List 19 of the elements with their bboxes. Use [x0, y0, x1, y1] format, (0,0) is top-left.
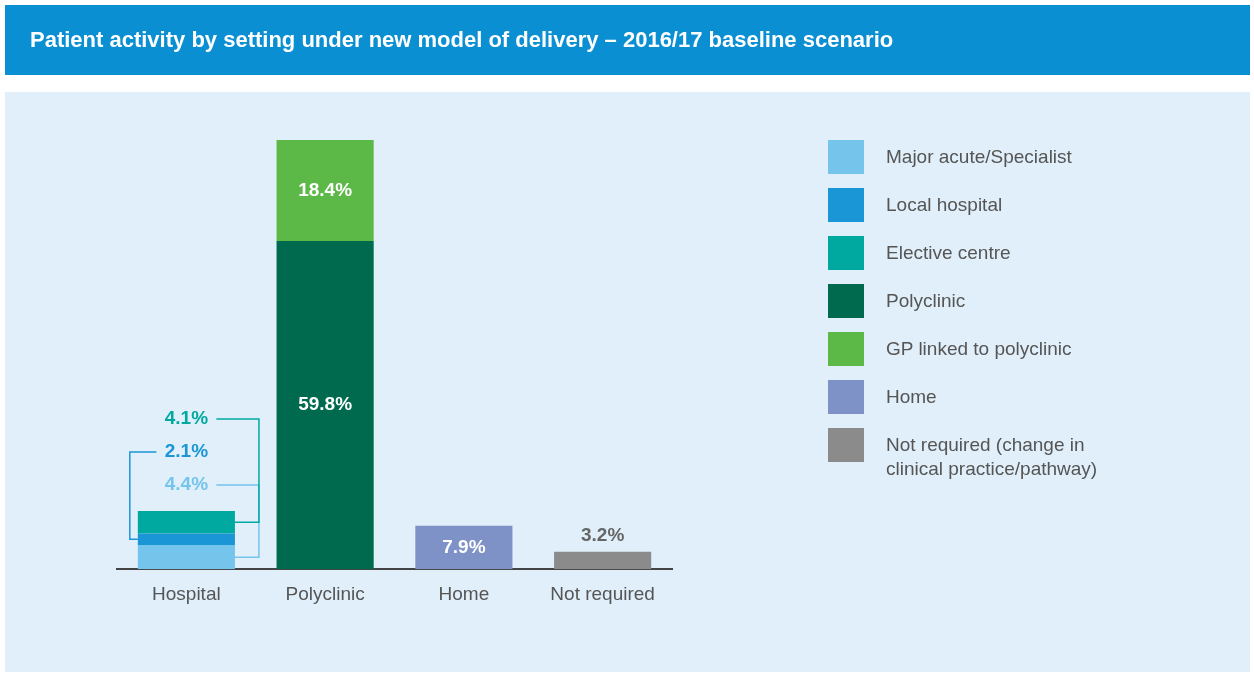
legend-label: Major acute/Specialist — [886, 145, 1073, 169]
data-label: 3.2% — [580, 523, 625, 545]
legend-label: Home — [886, 385, 938, 409]
data-label: 7.9% — [442, 535, 486, 557]
data-label: 59.8% — [298, 393, 353, 415]
legend-label: Polyclinic — [886, 289, 967, 313]
x-tick-label: Polyclinic — [285, 582, 365, 604]
data-label: 4.4% — [164, 473, 209, 495]
x-tick-label: Not required — [550, 582, 655, 604]
legend-label: Elective centre — [886, 241, 1012, 265]
data-label: 2.1% — [164, 440, 209, 462]
data-label: 18.4% — [298, 178, 353, 200]
legend-label: Local hospital — [886, 193, 1004, 217]
chart-title: Patient activity by setting under new model of delivery – 2016/17 baseline scenario — [5, 5, 1250, 75]
legend-label: Not required (change in clinical practice/pathway) — [886, 433, 1099, 481]
x-tick-label: Home — [438, 582, 490, 604]
x-tick-label: Hospital — [152, 582, 221, 604]
legend-label: GP linked to polyclinic — [886, 337, 1073, 361]
data-label: 4.1% — [164, 407, 209, 429]
